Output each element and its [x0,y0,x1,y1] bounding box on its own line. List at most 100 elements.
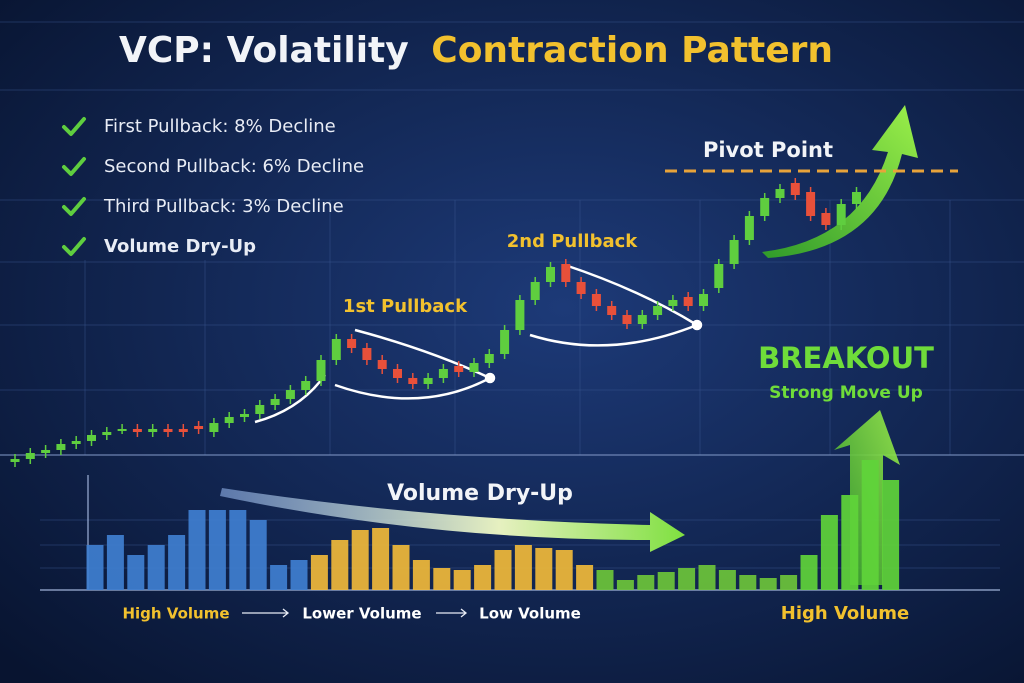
check-icon [62,157,86,176]
volume-bar [882,480,900,590]
volume-bar [106,535,124,590]
candle-body [178,429,188,432]
breakout-arrow [762,105,918,258]
candle-body [71,441,81,444]
candle-body [347,339,357,348]
candle-body [668,300,678,306]
candle-body [622,315,632,324]
volume-bar [229,510,247,590]
candle-body [240,414,249,417]
volume-bar [290,560,308,590]
candle-body [836,204,846,225]
volume-bar [718,570,736,590]
volume-phase-label: High Volume [781,603,909,624]
volume-bar [820,515,838,590]
volume-bar [514,545,532,590]
volume-bar [596,570,614,590]
volume-bar [188,510,206,590]
volume-bar [127,555,145,590]
candle-body [683,297,693,306]
candle-body [132,429,142,432]
candle-body [515,300,525,330]
candle-body [87,435,96,441]
candle-body [209,423,219,432]
candle-body [224,417,234,423]
volume-bar [270,565,288,590]
candle-body [729,240,739,264]
volume-bar [351,530,369,590]
candle-body [423,378,433,384]
candle-body [56,444,66,450]
candle-body [255,405,265,414]
check-icon [62,117,86,136]
candle-body [438,369,448,378]
volume-bar [841,495,859,590]
candle-body [775,189,785,198]
volume-bar [310,555,328,590]
candle-body [484,354,494,363]
volume-bar [555,550,573,590]
label-arrows [242,608,468,618]
volume-bars [86,460,900,590]
volume-bar [433,568,451,590]
volume-bar [494,550,512,590]
candle-body [148,429,158,432]
candle-body [744,216,754,240]
volume-bar [208,510,226,590]
volume-labels: High Volume Lower Volume Low Volume High Vo… [122,603,909,624]
candle-body [393,369,402,378]
volume-bar [861,460,879,590]
candle-body [760,198,770,216]
checklist-item: Second Pullback: 6% Decline [104,156,364,177]
candle-body [301,381,311,390]
checklist-item: First Pullback: 8% Decline [104,116,336,137]
candle-body [117,429,127,431]
candle-body [194,426,204,429]
title-highlight: Contraction Pattern [431,30,833,71]
checklist-item: Volume Dry-Up [104,236,256,257]
checklist: First Pullback: 8% Decline Second Pullbac… [62,116,364,257]
check-icon [62,237,86,256]
candle-body [790,183,800,195]
candle-body [163,429,173,432]
candle-body [285,390,295,399]
candle-body [316,360,326,381]
candle-body [469,363,479,372]
volume-phase-label: Low Volume [479,605,581,623]
volume-bar [331,540,349,590]
volume-bar [678,568,696,590]
volume-bar [147,545,165,590]
volume-bar [372,528,390,590]
volume-bar [637,575,655,590]
breakout-sub: Strong Move Up [769,383,923,403]
pivot-label: Pivot Point [703,138,833,162]
volume-bar [698,565,716,590]
candle-body [561,264,571,282]
volume-bar [168,535,186,590]
candle-body [806,192,816,216]
candles [10,178,861,467]
volume-bar [453,570,471,590]
candle-body [331,339,341,360]
volume-bar [474,565,492,590]
volume-bar [86,545,104,590]
volume-bar [535,548,553,590]
candle-body [102,432,112,435]
volume-bar [616,580,634,590]
candle-body [377,360,387,369]
candle-body [821,213,831,225]
pullback1-label: 1st Pullback [343,296,468,317]
volume-phase-label: High Volume [122,605,229,623]
volume-bar [412,560,430,590]
candle-body [576,282,586,294]
volume-bar [392,545,410,590]
candle-body [591,294,601,306]
candle-body [637,315,647,324]
pullback2-label: 2nd Pullback [507,231,639,252]
candle-body [408,378,418,384]
volume-dry-up-label: Volume Dry-Up [387,481,573,506]
candle-body [653,306,663,315]
chart-title: VCP: Volatility Contraction Pattern [119,30,833,71]
candle-body [25,453,35,459]
